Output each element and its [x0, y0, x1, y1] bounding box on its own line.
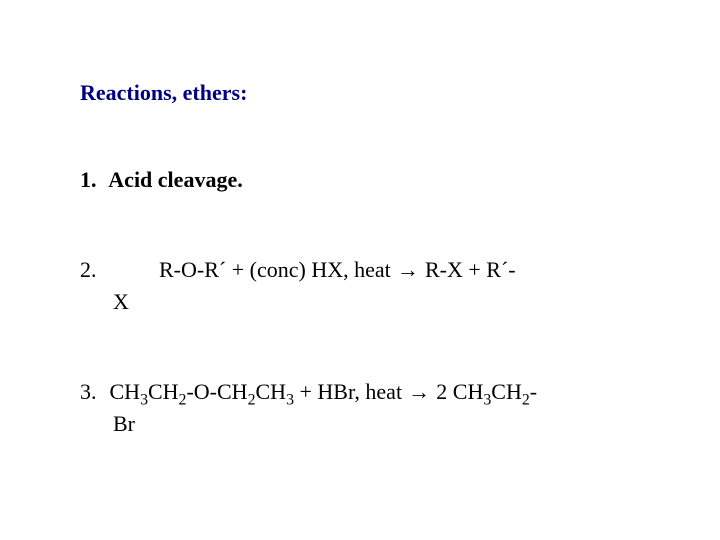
plus: +: [463, 257, 486, 282]
spacing: [104, 257, 159, 282]
list-item: 2. R-O-R´ + (conc) HX, heat → R-X + R´- …: [80, 254, 640, 318]
chem-frag: CH: [453, 379, 484, 404]
wrap-indent: [80, 411, 113, 436]
conditions: HBr, heat: [317, 379, 402, 404]
reactant: CH3CH2-O-CH2CH3: [110, 379, 294, 404]
plus: +: [294, 379, 317, 404]
chem-frag: -: [530, 379, 537, 404]
subscript: 2: [248, 391, 256, 408]
slide-page: Reactions, ethers: 1. Acid cleavage. 2. …: [0, 0, 720, 439]
chem-frag: -O-CH: [186, 379, 247, 404]
subscript: 3: [286, 391, 294, 408]
list-item: 3. CH3CH2-O-CH2CH3 + HBr, heat → 2 CH3CH…: [80, 376, 640, 440]
item-number: 1.: [80, 164, 104, 196]
plus: +: [226, 257, 249, 282]
product: CH3CH2-: [453, 379, 537, 404]
product: R´-: [486, 257, 515, 282]
item-text: Acid cleavage.: [108, 167, 242, 192]
wrap-indent: [80, 289, 113, 314]
subscript: 3: [140, 391, 148, 408]
chem-frag: CH: [256, 379, 287, 404]
arrow-icon: →: [402, 379, 436, 404]
chem-frag: CH: [110, 379, 141, 404]
chem-frag: CH: [148, 379, 179, 404]
product: R-X: [425, 257, 463, 282]
reactant: R-O-R´: [159, 257, 226, 282]
item-number: 2.: [80, 254, 104, 286]
subscript: 2: [522, 391, 530, 408]
list-item: 1. Acid cleavage.: [80, 164, 640, 196]
conditions: (conc) HX, heat: [250, 257, 391, 282]
product-cont: Br: [113, 411, 135, 436]
arrow-icon: →: [391, 257, 425, 282]
chem-frag: CH: [491, 379, 522, 404]
page-title: Reactions, ethers:: [80, 80, 640, 106]
item-number: 3.: [80, 376, 104, 408]
coeff: 2: [436, 379, 453, 404]
product-cont: X: [113, 289, 129, 314]
